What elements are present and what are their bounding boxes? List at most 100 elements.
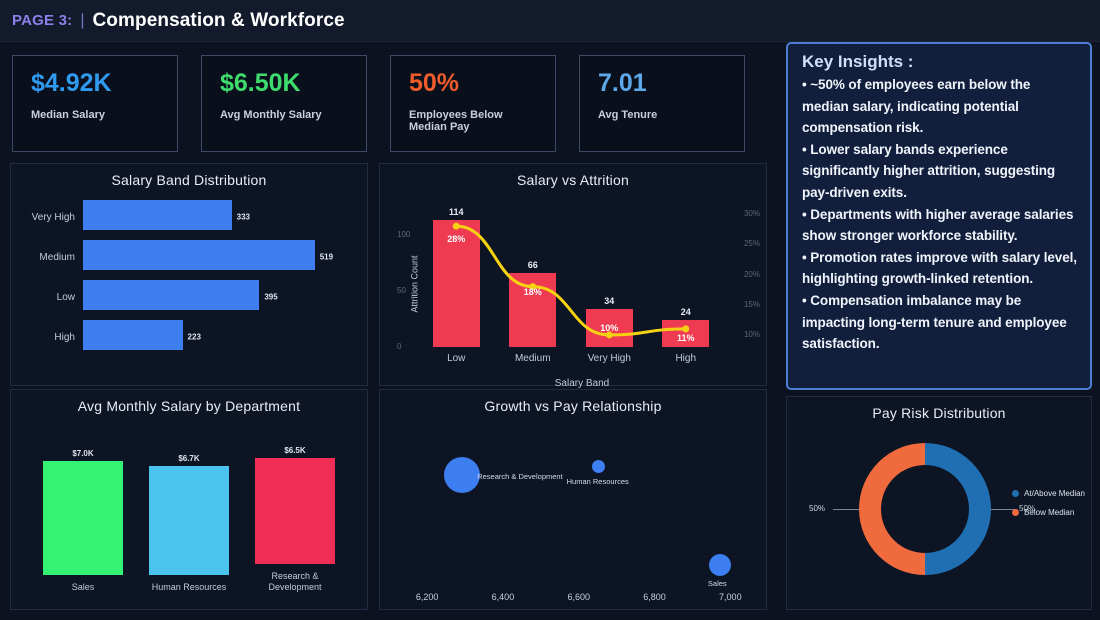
key-insights-panel: Key Insights : • ~50% of employees earn … — [786, 42, 1092, 390]
insight-line: • Promotion rates improve with salary le… — [802, 249, 1077, 287]
x-axis-tick: High — [675, 353, 697, 364]
legend-item[interactable]: At/Above Median — [1012, 489, 1085, 498]
bar-category-label: Low — [56, 291, 75, 303]
scatter-point-label: Research & Development — [477, 472, 563, 482]
bar-category-label: Medium — [39, 251, 75, 263]
bar-row: Low 395 — [19, 280, 367, 314]
legend-label: Below Median — [1024, 508, 1075, 517]
bar — [662, 320, 710, 347]
kpi-label: Avg Monthly Salary — [220, 108, 322, 121]
bar-row: Very High 333 — [19, 200, 367, 234]
secondary-y-axis-tick: 25% — [743, 239, 760, 249]
kpi-value: 50% — [409, 69, 460, 97]
combo-bar-line-chart: Attrition Count Salary Band 114 66 34 24 28%… — [380, 188, 768, 389]
x-axis-tick: 6,800 — [643, 592, 666, 602]
x-axis-tick: 6,400 — [491, 592, 515, 602]
bar — [83, 240, 315, 270]
y-axis-tick: 50 — [397, 286, 406, 296]
x-axis-label: Salary Band — [554, 378, 610, 389]
attrition-rate-label: 28% — [447, 233, 466, 244]
bar-row: High 223 — [19, 320, 367, 354]
bar-value-label: 395 — [264, 292, 278, 302]
pay-risk-distribution-panel: Pay Risk Distribution 50% 50% At/Above Med… — [786, 396, 1092, 610]
secondary-y-axis-tick: 20% — [743, 269, 760, 279]
donut-chart: 50% 50% At/Above Median Below Median — [787, 421, 1093, 601]
salary-band-distribution-panel: Salary Band Distribution Very High 333 Med… — [10, 163, 368, 386]
donut-hole — [881, 465, 969, 553]
bar — [43, 461, 123, 575]
y-axis-tick: 0 — [397, 342, 402, 351]
plot-area: 114 66 34 24 28% 18% 10% 11% — [418, 202, 724, 347]
donut-percent-label: 50% — [1019, 504, 1036, 513]
x-axis-tick: 6,600 — [567, 592, 590, 602]
bar-column: $7.0K Sales — [43, 428, 123, 593]
bar-track: 333 — [83, 200, 367, 234]
bar-track: 519 — [83, 240, 367, 274]
legend-swatch — [1012, 509, 1020, 516]
growth-vs-pay-relationship-panel: Growth vs Pay Relationship Research & De… — [379, 389, 767, 610]
chart-title: Salary vs Attrition — [517, 172, 629, 188]
kpi-label: Avg Tenure — [598, 108, 658, 121]
bar-value-label: 24 — [680, 307, 691, 318]
bar-value-label: $6.7K — [178, 454, 200, 464]
kpi-value: 7.01 — [598, 69, 647, 97]
bar — [83, 280, 260, 310]
scatter-point-label: Human Resources — [566, 476, 629, 486]
x-axis-tick: Very High — [587, 353, 631, 364]
kpi-card-employees-below-median-pay: 50% Employees Below Median Pay — [390, 55, 556, 152]
bar-row: Medium 519 — [19, 240, 367, 274]
bar-track: 223 — [83, 320, 367, 354]
bar-value-label: 519 — [319, 252, 334, 262]
salary-vs-attrition-panel: Salary vs Attrition Attrition Count Sala… — [379, 163, 768, 389]
x-axis-tick: 6,200 — [415, 592, 439, 602]
kpi-card-avg-tenure: 7.01 Avg Tenure — [579, 55, 745, 152]
x-axis-tick: Low — [447, 353, 466, 364]
bar-category-label: Human Resources — [151, 581, 227, 592]
bar — [585, 309, 633, 347]
key-insights-title: Key Insights : — [802, 52, 914, 71]
bar-category-label: Research & Development — [268, 570, 322, 592]
kpi-value: $4.92K — [31, 69, 112, 97]
bar-value-label: 114 — [448, 206, 464, 217]
attrition-rate-label: 18% — [523, 287, 542, 298]
attrition-rate-label: 11% — [676, 333, 695, 343]
donut-leader-line — [833, 509, 859, 510]
legend-item[interactable]: Below Median — [1012, 508, 1085, 517]
bar-value-label: 34 — [604, 296, 615, 307]
chart-title: Pay Risk Distribution — [872, 405, 1006, 421]
bar — [149, 466, 229, 575]
bar-column: $6.5K Research & Development — [255, 428, 335, 593]
scatter-point-label: Sales — [707, 579, 727, 589]
bar-column: $6.7K Human Resources — [149, 428, 229, 593]
bar — [432, 219, 480, 347]
horizontal-bar-chart: Very High 333 Medium 519 Low 395 High 223 — [11, 200, 367, 354]
scatter-point — [444, 457, 481, 494]
bar-track: 395 — [83, 280, 367, 314]
bar — [255, 458, 335, 564]
y-axis-tick: 100 — [397, 230, 411, 240]
x-axis-tick: 7,000 — [719, 592, 742, 602]
avg-monthly-salary-by-department-panel: Avg Monthly Salary by Department $7.0K Sa… — [10, 389, 368, 610]
bar-category-label: High — [54, 331, 75, 343]
page-header: PAGE 3: | Compensation & Workforce — [0, 0, 1100, 42]
donut-legend: At/Above Median Below Median — [1012, 489, 1085, 527]
kpi-row: $4.92K Median Salary $6.50K Avg Monthly … — [12, 55, 745, 152]
bar-value-label: $6.5K — [284, 446, 306, 456]
x-axis-tick: Medium — [514, 353, 551, 364]
kpi-label: Median Salary — [31, 108, 105, 121]
donut-ring — [859, 443, 991, 575]
chart-title: Growth vs Pay Relationship — [484, 398, 662, 414]
chart-title: Salary Band Distribution — [111, 172, 267, 188]
bar-category-label: Very High — [31, 211, 75, 223]
insight-line: • Compensation imbalance may be impactin… — [802, 292, 1067, 352]
key-insights-body: • ~50% of employees earn below the media… — [802, 74, 1078, 355]
bar-value-label: 333 — [236, 212, 251, 222]
bar-value-label: 66 — [527, 260, 538, 271]
header-separator: | — [80, 11, 85, 29]
bar-category-label: Sales — [71, 581, 95, 592]
donut-leader-line — [991, 509, 1017, 510]
scatter-chart: Research & Development Human Resources Sal… — [380, 414, 768, 610]
bar — [83, 200, 232, 230]
insight-line: • ~50% of employees earn below the media… — [802, 77, 1031, 136]
insight-line: • Lower salary bands experience signific… — [802, 141, 1056, 200]
